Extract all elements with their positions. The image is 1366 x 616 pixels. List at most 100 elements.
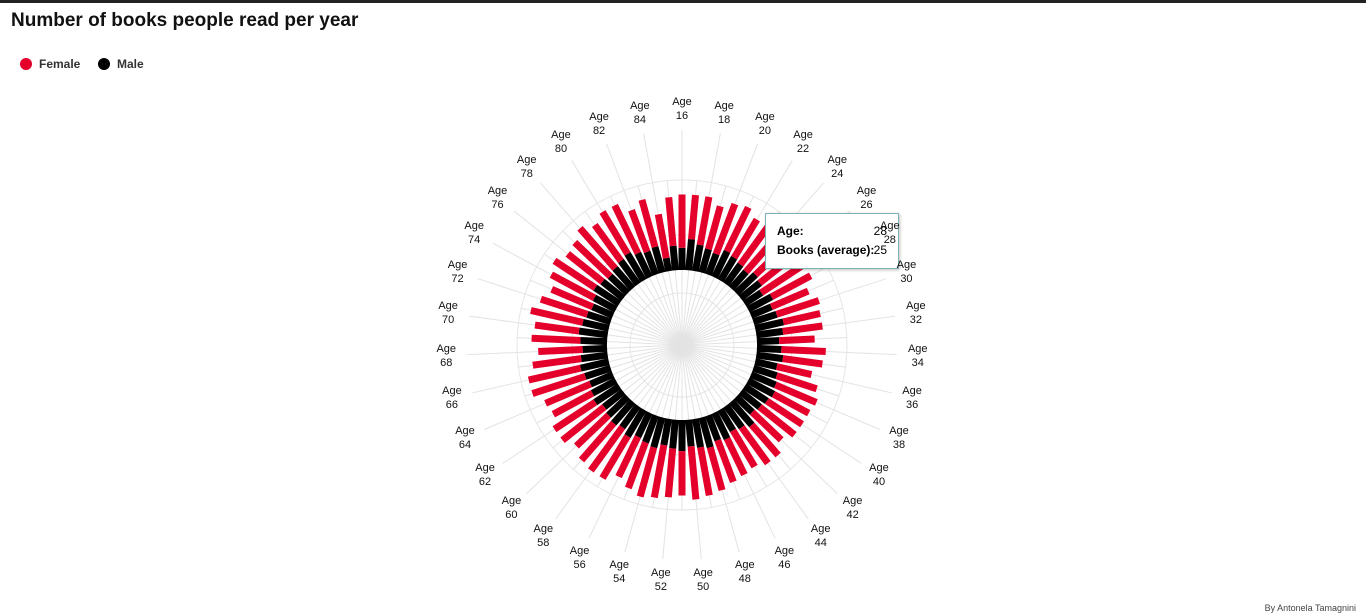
tooltip-label: Age: [777,224,804,238]
bar-segment [711,249,731,279]
bar-segment [757,404,797,438]
bar-segment [696,196,713,246]
bar-segment [624,252,647,283]
bar-segment [650,444,668,499]
chart-title: Number of books people read per year [11,10,359,31]
bar-segment [752,364,778,380]
bar-segment [774,381,818,406]
bar-segment [728,269,749,291]
category-label: Age 48 [734,559,755,586]
bar-segment [580,351,609,363]
category-label: Age 20 [755,111,775,138]
category-label: Age 46 [774,544,795,571]
bar-segment [611,203,642,255]
bar-segment [538,345,583,355]
category-label: Age 16 [672,96,692,122]
bar-segment [687,445,700,500]
bar-segment [531,334,581,344]
bar-segment [705,413,721,442]
legend-label: Male [117,57,144,71]
bar-segment [749,303,773,319]
bar-segment [588,425,626,473]
bar-segment [756,337,780,346]
bar-segment [775,297,820,318]
bar-segment [691,244,704,272]
bar-segment [728,399,755,428]
bar-segment [599,210,631,256]
category-label: Age 74 [464,220,484,247]
bar-segment [578,420,617,463]
bar-segment [591,222,624,264]
bar-segment [527,364,582,384]
category-label: Age 36 [902,384,922,411]
bar-segment [589,371,615,388]
bar-segment [754,318,785,332]
bar-segment [764,398,805,428]
bar-segment [738,425,771,466]
bar-segment [738,280,762,301]
category-label: Age 18 [714,99,734,126]
bar-segment [606,394,631,418]
bar-segment [592,294,618,313]
bar-segment [560,404,607,443]
bar-segment [775,372,818,393]
bar-segment [769,272,813,300]
bar-segment [539,295,589,318]
bar-segment [717,407,737,433]
bar-segment [628,209,651,254]
bar-segment [551,390,595,418]
bar-segment [723,262,744,287]
bar-segment [669,419,679,449]
bar-segment [738,389,762,410]
bar-segment [572,239,613,279]
bar-segment [591,303,615,319]
category-label: Age 40 [869,462,889,488]
category-label: Age 34 [907,342,928,369]
bar-segment [534,321,580,335]
category-label: Age 64 [455,424,475,451]
category-label: Age 42 [842,495,863,522]
bar-segment [619,403,641,430]
bar-segment [582,318,610,332]
bar-segment [737,224,771,267]
bar-segment [651,246,666,274]
legend-item[interactable]: Female [20,57,80,71]
bar-segment [530,307,584,326]
bar-segment [532,355,582,369]
category-label: Age 62 [475,462,495,488]
bar-segment [669,245,679,271]
legend-item[interactable]: Male [98,57,144,71]
bar-segment [552,399,598,433]
bar-segment [685,239,695,271]
category-label: Age 68 [436,342,457,369]
bar-segment [611,399,636,426]
tooltip-value: 28 [873,224,887,238]
bar-segment [782,322,823,335]
bar-segment [746,377,776,398]
bar-segment [549,271,597,301]
bar-segment [634,411,653,439]
bar-segment [705,252,720,277]
bar-segment [578,327,609,339]
bar-segment [712,202,739,256]
bar-segment [607,273,631,296]
legend-label: Female [39,57,81,71]
bar-segment [665,196,677,247]
bar-segment [731,217,760,260]
bar-segment [706,446,726,492]
bar-segment [730,428,758,469]
bar-segment [723,437,748,477]
bar-segment [698,248,712,274]
bar-segment [593,284,622,307]
category-label: Age 58 [533,522,554,549]
bar-segment [698,416,714,449]
category-label: Age 78 [516,154,537,181]
legend-swatch [20,58,32,70]
category-label: Age 82 [589,111,609,138]
bar-segment [755,351,784,363]
bar-segment [705,205,724,251]
bar-segment [586,310,612,326]
bar-segment [636,446,658,498]
